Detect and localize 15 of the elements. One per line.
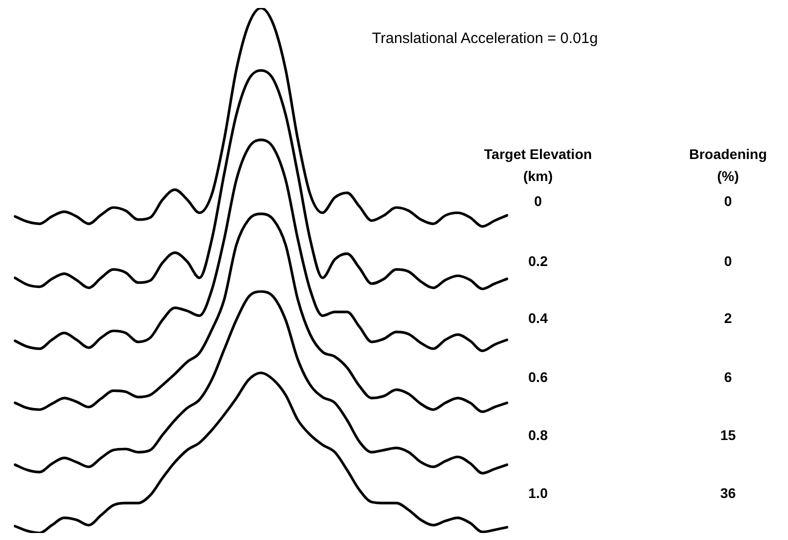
- text: 6: [724, 368, 732, 385]
- series-label: 0.4: [528, 310, 548, 326]
- text: Translational Acceleration = 0.01g: [372, 30, 598, 47]
- text: 2: [724, 310, 732, 326]
- series-label: 0.6: [528, 368, 548, 385]
- text: Broadening (%): [688, 145, 768, 186]
- legend-title: Target Elevation (km): [483, 145, 593, 186]
- text: 0: [724, 193, 732, 210]
- text: 0: [724, 252, 732, 269]
- text: 1.0: [528, 485, 548, 502]
- series-label: 0: [534, 193, 542, 210]
- text: 36: [720, 485, 736, 502]
- text: 0.8: [528, 426, 548, 443]
- text: 15: [720, 426, 736, 443]
- series-label: 0.2: [528, 252, 548, 269]
